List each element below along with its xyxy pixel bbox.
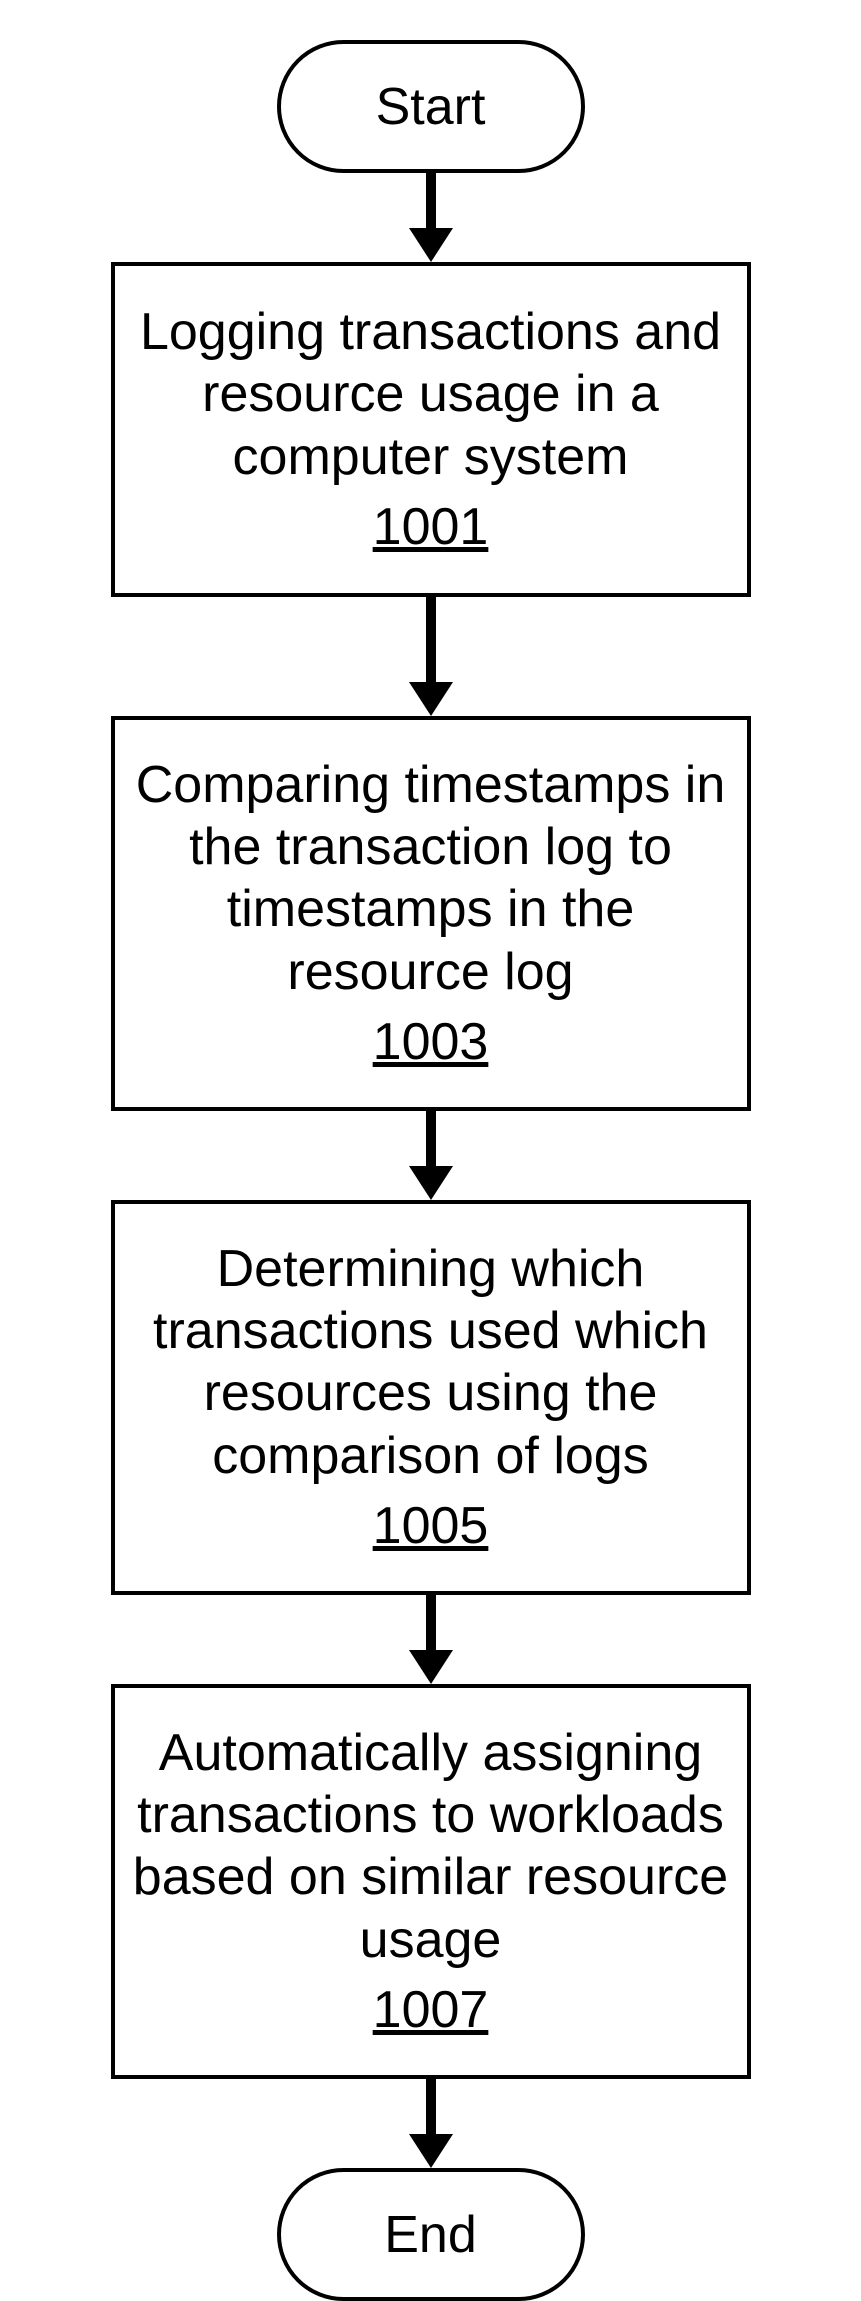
- end-node: End: [277, 2168, 585, 2301]
- flowchart: Start Logging transactions and resource …: [0, 0, 861, 2301]
- start-label: Start: [376, 81, 486, 133]
- end-label: End: [384, 2209, 477, 2261]
- arrow-start-step1: [409, 173, 453, 262]
- arrow-step3-step4: [409, 1595, 453, 1684]
- arrow-shaft: [426, 1595, 436, 1650]
- arrow-shaft: [426, 597, 436, 682]
- arrow-head-icon: [409, 1650, 453, 1684]
- process-step1: Logging transactions and resource usage …: [111, 262, 751, 597]
- arrow-head-icon: [409, 1166, 453, 1200]
- step4-ref: 1007: [373, 1979, 489, 2041]
- step1-text: Logging transactions and resource usage …: [125, 301, 737, 488]
- step2-ref: 1003: [373, 1011, 489, 1073]
- step3-ref: 1005: [373, 1495, 489, 1557]
- process-step4: Automatically assigning transactions to …: [111, 1684, 751, 2079]
- arrow-step2-step3: [409, 1111, 453, 1200]
- start-node: Start: [277, 40, 585, 173]
- step2-text: Comparing timestamps in the transaction …: [125, 754, 737, 1004]
- step4-text: Automatically assigning transactions to …: [125, 1722, 737, 1972]
- process-step3: Determining which transactions used whic…: [111, 1200, 751, 1595]
- arrow-head-icon: [409, 2134, 453, 2168]
- arrow-shaft: [426, 1111, 436, 1166]
- arrow-step4-end: [409, 2079, 453, 2168]
- step1-ref: 1001: [373, 496, 489, 558]
- arrow-head-icon: [409, 682, 453, 716]
- arrow-step1-step2: [409, 597, 453, 716]
- arrow-shaft: [426, 2079, 436, 2134]
- process-step2: Comparing timestamps in the transaction …: [111, 716, 751, 1111]
- step3-text: Determining which transactions used whic…: [125, 1238, 737, 1488]
- arrow-shaft: [426, 173, 436, 228]
- arrow-head-icon: [409, 228, 453, 262]
